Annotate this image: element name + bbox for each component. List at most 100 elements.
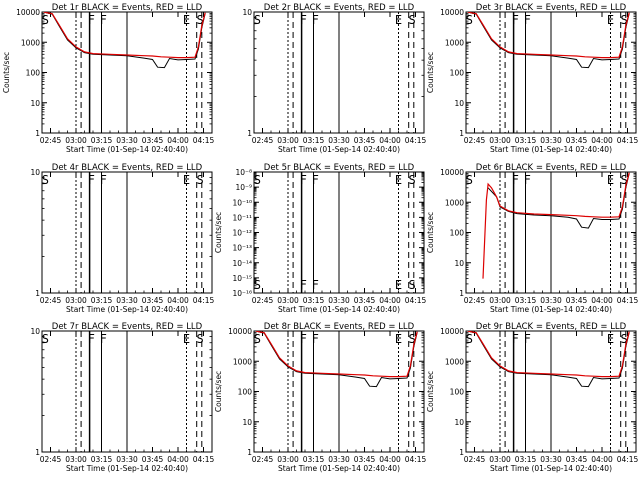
y-tick-label: 10⁻¹² [232,229,252,238]
flag-marker-top: F [312,173,319,187]
y-tick-label: 1000 [445,198,464,207]
flag-marker-top: F [100,13,107,27]
x-tick-label: 03:30 [116,455,138,464]
x-tick-label: 04:00 [379,296,401,305]
panel-6: Det 6r BLACK = Events, RED = LLD 1 10 100 10… [426,163,639,314]
flag-marker-top: F [312,332,319,346]
x-axis-label: Start Time (01-Sep-14 02:40:40) [278,145,400,154]
y-tick-label: 10000 [440,327,464,336]
y-tick-label: 1000 [445,357,464,366]
x-tick-label: 03:45 [354,455,376,464]
flag-marker-top: E [395,13,402,27]
x-tick-label: 03:45 [566,136,588,145]
x-tick-label: 02:45 [252,455,274,464]
flag-marker-top: S [408,332,415,346]
x-tick-label: 03:15 [91,136,113,145]
panel-7: Det 7r BLACK = Events, RED = LLD 1 10 02:45… [30,322,214,473]
x-axis-label: Start Time (01-Sep-14 02:40:40) [66,145,188,154]
flag-marker-top: F [512,173,519,187]
y-tick-label: 10 [242,8,252,17]
y-axis-label: Counts/sec [426,52,435,93]
y-tick-label: 10⁻¹¹ [232,213,252,222]
panel-title: Det 5r BLACK = Events, RED = LLD [264,163,415,173]
y-tick-label: 1000 [233,357,252,366]
x-tick-label: 03:45 [142,455,164,464]
flag-marker-top: S [254,332,261,346]
y-tick-label: 10⁻¹⁰ [232,198,252,207]
y-tick-label: 10000 [440,8,464,17]
x-tick-label: 03:30 [116,296,138,305]
series-line-lld [43,12,206,59]
series-line-lld [482,172,630,279]
x-tick-label: 02:45 [464,296,486,305]
flag-marker-top: S [42,332,49,346]
y-tick-label: 1 [35,448,40,457]
x-tick-label: 04:15 [617,296,639,305]
x-tick-label: 03:00 [489,296,511,305]
x-tick-label: 04:15 [405,136,427,145]
x-tick-label: 03:30 [540,136,562,145]
series-group [43,12,206,69]
panel-title: Det 4r BLACK = Events, RED = LLD [52,163,203,173]
y-tick-label: 1000 [445,38,464,47]
series-group [482,172,630,279]
flag-marker-top: S [466,173,473,187]
y-tick-label: 10 [454,418,464,427]
flag-marker-top: F [524,332,531,346]
flag-marker-top: S [408,173,415,187]
y-tick-label: 1 [247,129,252,138]
flag-marker-bottom: S [254,278,261,292]
flag-marker-top: S [196,173,203,187]
panel-5: Det 5r BLACK = Events, RED = LLD 10⁻⁸ 10⁻⁹… [214,163,427,314]
y-axis-label: Counts/sec [2,52,11,93]
y-tick-label: 10 [454,99,464,108]
flag-marker-top: S [466,13,473,27]
series-group [467,12,630,69]
flag-marker-top: F [512,13,519,27]
panel-title: Det 6r BLACK = Events, RED = LLD [476,163,627,173]
x-tick-label: 03:30 [116,136,138,145]
x-tick-label: 03:00 [65,136,87,145]
x-axis-label: Start Time (01-Sep-14 02:40:40) [490,464,612,473]
flag-marker-top: F [88,332,95,346]
flag-marker-top: S [620,13,627,27]
x-tick-label: 03:45 [142,136,164,145]
flag-marker-top: F [88,173,95,187]
flag-marker-top: F [300,332,307,346]
flag-marker-top: S [466,332,473,346]
x-tick-label: 03:30 [328,296,350,305]
x-tick-label: 02:45 [252,136,274,145]
x-tick-label: 03:15 [515,455,537,464]
y-tick-label: 100 [450,69,465,78]
x-tick-label: 04:15 [617,455,639,464]
x-tick-label: 03:00 [277,136,299,145]
x-tick-label: 03:00 [65,455,87,464]
panel-8: Det 8r BLACK = Events, RED = LLD 1 10 100 10… [214,322,427,473]
flag-marker-top: E [607,13,614,27]
x-tick-label: 02:45 [252,296,274,305]
x-tick-label: 03:45 [354,296,376,305]
x-tick-label: 03:00 [489,455,511,464]
flag-marker-top: F [88,13,95,27]
flag-marker-top: E [183,173,190,187]
x-axis-label: Start Time (01-Sep-14 02:40:40) [278,464,400,473]
y-tick-label: 10 [30,327,40,336]
x-tick-label: 03:15 [303,296,325,305]
flag-marker-top: F [312,13,319,27]
flag-marker-top: S [196,332,203,346]
x-tick-label: 02:45 [40,136,62,145]
flag-marker-top: S [620,332,627,346]
x-tick-label: 03:15 [515,296,537,305]
flag-marker-top: S [42,173,49,187]
y-tick-label: 10⁻¹⁴ [232,259,252,268]
x-tick-label: 03:30 [328,136,350,145]
x-axis-label: Start Time (01-Sep-14 02:40:40) [490,145,612,154]
x-tick-label: 03:15 [91,455,113,464]
x-tick-label: 03:15 [91,296,113,305]
x-tick-label: 03:45 [142,296,164,305]
x-tick-label: 04:15 [617,136,639,145]
panel-title: Det 1r BLACK = Events, RED = LLD [52,3,203,13]
y-tick-label: 1 [459,289,464,298]
y-tick-label: 10⁻¹⁵ [232,274,252,283]
